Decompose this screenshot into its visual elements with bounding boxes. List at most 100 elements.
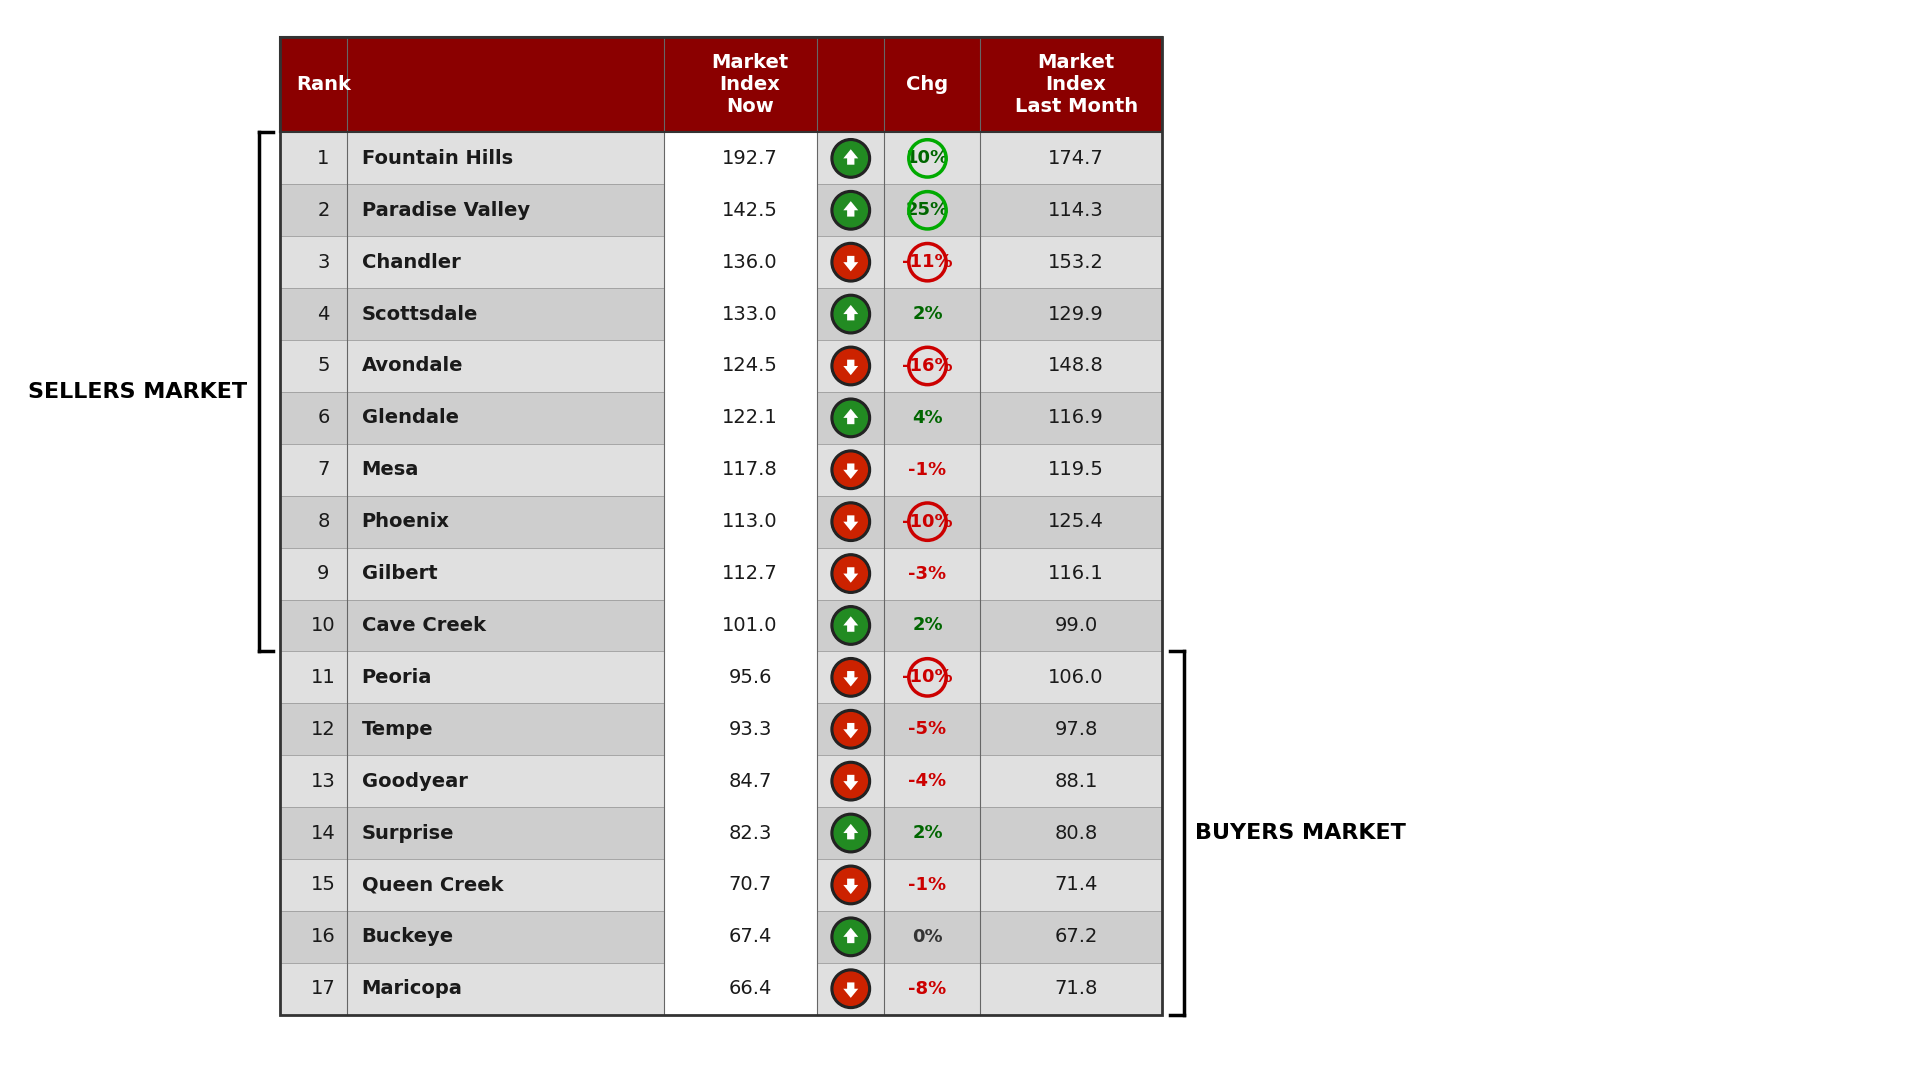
Circle shape	[831, 450, 870, 489]
Bar	[280, 910, 1162, 962]
Circle shape	[831, 295, 870, 334]
Text: 117.8: 117.8	[722, 460, 778, 480]
Text: Maricopa: Maricopa	[361, 980, 463, 998]
Bar	[280, 392, 1162, 444]
Circle shape	[833, 661, 868, 694]
Circle shape	[833, 713, 868, 746]
Text: 4%: 4%	[912, 409, 943, 427]
Text: Queen Creek: Queen Creek	[361, 876, 503, 894]
Bar	[280, 288, 1162, 340]
Text: 67.2: 67.2	[1054, 928, 1098, 946]
Circle shape	[833, 557, 868, 590]
Text: 122.1: 122.1	[722, 408, 778, 428]
Text: 116.1: 116.1	[1048, 564, 1104, 583]
Bar	[280, 496, 1162, 548]
Circle shape	[833, 505, 868, 538]
Polygon shape	[843, 305, 858, 321]
Circle shape	[831, 138, 870, 178]
Circle shape	[831, 399, 870, 437]
Bar	[280, 755, 1162, 807]
Polygon shape	[843, 515, 858, 530]
Text: -10%: -10%	[902, 513, 952, 530]
Polygon shape	[843, 723, 858, 739]
Text: Cave Creek: Cave Creek	[361, 616, 486, 635]
Text: Peoria: Peoria	[361, 667, 432, 687]
Text: -8%: -8%	[908, 980, 947, 998]
Text: Chandler: Chandler	[361, 253, 461, 272]
Bar	[280, 651, 1162, 703]
Bar	[280, 703, 1162, 755]
Bar	[280, 444, 1162, 496]
Text: 13: 13	[311, 771, 336, 791]
Text: 88.1: 88.1	[1054, 771, 1098, 791]
Text: -11%: -11%	[902, 253, 952, 271]
Circle shape	[833, 868, 868, 902]
Bar	[664, 237, 818, 288]
Text: Glendale: Glendale	[361, 408, 459, 428]
Text: 112.7: 112.7	[722, 564, 778, 583]
Text: 2%: 2%	[912, 305, 943, 323]
Text: 119.5: 119.5	[1048, 460, 1104, 480]
Text: 0%: 0%	[912, 928, 943, 946]
Text: 15: 15	[311, 876, 336, 894]
Text: 66.4: 66.4	[728, 980, 772, 998]
Text: 114.3: 114.3	[1048, 201, 1104, 220]
Text: 95.6: 95.6	[728, 667, 772, 687]
Text: 2: 2	[317, 201, 330, 220]
Bar	[664, 133, 818, 185]
Bar	[664, 548, 818, 599]
Circle shape	[833, 349, 868, 382]
Circle shape	[833, 972, 868, 1005]
Text: Buckeye: Buckeye	[361, 928, 453, 946]
Text: Scottsdale: Scottsdale	[361, 305, 478, 324]
Text: 113.0: 113.0	[722, 512, 778, 531]
Text: -1%: -1%	[908, 461, 947, 478]
Text: 14: 14	[311, 824, 336, 842]
Bar	[280, 340, 1162, 392]
Text: 10: 10	[311, 616, 336, 635]
Circle shape	[831, 710, 870, 748]
Bar	[664, 185, 818, 237]
Circle shape	[831, 502, 870, 541]
Bar	[664, 340, 818, 392]
Text: 124.5: 124.5	[722, 356, 778, 376]
Circle shape	[833, 765, 868, 798]
Bar	[664, 962, 818, 1015]
Polygon shape	[843, 408, 858, 424]
Bar	[664, 599, 818, 651]
Text: 70.7: 70.7	[728, 876, 772, 894]
Bar	[664, 755, 818, 807]
Text: 7: 7	[317, 460, 330, 480]
Text: 142.5: 142.5	[722, 201, 778, 220]
Polygon shape	[843, 463, 858, 478]
Circle shape	[831, 243, 870, 282]
Text: Market
Index
Now: Market Index Now	[712, 53, 789, 116]
Polygon shape	[843, 201, 858, 217]
Text: 97.8: 97.8	[1054, 719, 1098, 739]
Circle shape	[831, 554, 870, 593]
Text: 136.0: 136.0	[722, 253, 778, 272]
Polygon shape	[843, 774, 858, 791]
Text: 84.7: 84.7	[728, 771, 772, 791]
Bar	[664, 703, 818, 755]
Text: Goodyear: Goodyear	[361, 771, 468, 791]
Bar	[280, 807, 1162, 859]
Text: 25%: 25%	[906, 201, 948, 219]
Circle shape	[831, 658, 870, 697]
Text: 71.8: 71.8	[1054, 980, 1098, 998]
Text: 93.3: 93.3	[728, 719, 772, 739]
Polygon shape	[843, 360, 858, 375]
Text: Phoenix: Phoenix	[361, 512, 449, 531]
Bar	[280, 37, 1162, 1015]
Text: -16%: -16%	[902, 357, 952, 375]
Circle shape	[833, 402, 868, 434]
Bar	[664, 910, 818, 962]
Text: 12: 12	[311, 719, 336, 739]
Bar	[280, 599, 1162, 651]
Text: 106.0: 106.0	[1048, 667, 1104, 687]
Bar	[280, 237, 1162, 288]
Text: Mesa: Mesa	[361, 460, 419, 480]
Bar	[280, 859, 1162, 910]
Circle shape	[831, 190, 870, 230]
Text: 67.4: 67.4	[728, 928, 772, 946]
